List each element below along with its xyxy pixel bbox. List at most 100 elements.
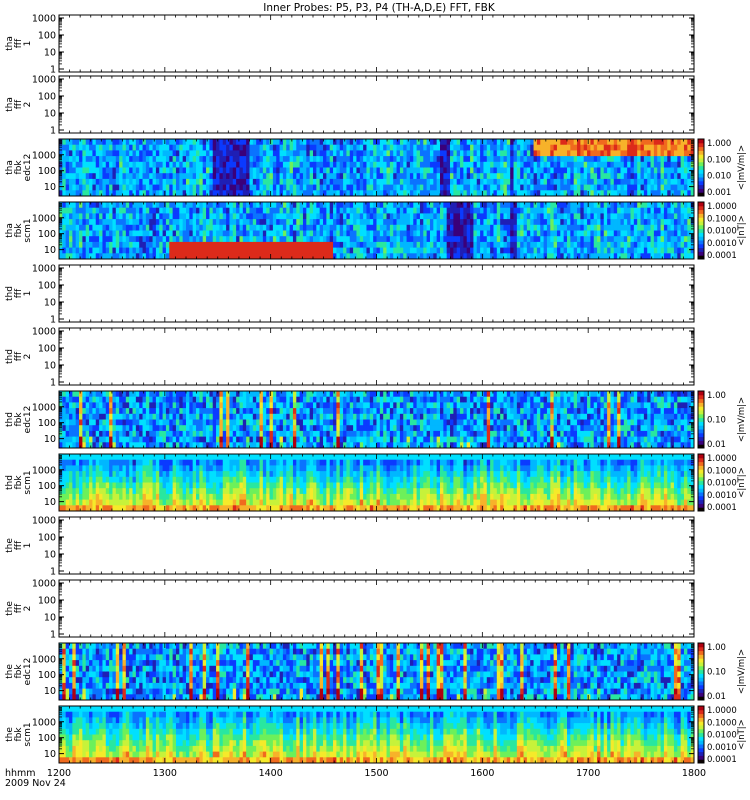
heatmap-cell	[149, 224, 153, 231]
heatmap-cell	[65, 230, 70, 237]
colorbar-swatch	[698, 236, 704, 241]
heatmap-cell	[336, 247, 341, 254]
heatmap-cell	[236, 139, 240, 146]
heatmap-cell	[473, 253, 478, 260]
heatmap-cell	[353, 247, 357, 254]
heatmap-cell	[389, 178, 394, 185]
heatmap-cell	[92, 144, 97, 151]
heatmap-cell	[309, 161, 314, 168]
heatmap-cell	[252, 236, 257, 243]
y-tick-label: 1000	[32, 14, 56, 25]
heatmap-cell	[637, 184, 641, 191]
heatmap-cell	[219, 230, 224, 237]
heatmap-cell	[115, 224, 120, 231]
heatmap-cell	[239, 139, 244, 146]
heatmap-cell	[89, 207, 93, 214]
heatmap-cell	[486, 202, 491, 209]
heatmap-cell	[630, 247, 635, 254]
heatmap-cell	[456, 144, 461, 151]
heatmap-cell	[62, 156, 67, 163]
heatmap-cell	[667, 178, 671, 185]
heatmap-cell	[530, 230, 534, 237]
y-tick-label: 10	[44, 245, 56, 256]
heatmap-cell	[663, 178, 668, 185]
heatmap-cell	[677, 253, 682, 260]
heatmap-cell	[192, 139, 197, 146]
heatmap-cell	[323, 190, 327, 197]
heatmap-cell	[590, 207, 595, 214]
colorbar-swatch	[698, 240, 704, 245]
heatmap-cell	[145, 230, 150, 237]
heatmap-cell	[419, 161, 424, 168]
heatmap-cell	[343, 156, 347, 163]
heatmap-cell	[603, 190, 608, 197]
heatmap-cell	[329, 190, 334, 197]
heatmap-cell	[453, 190, 458, 197]
heatmap-cell	[85, 156, 90, 163]
heatmap-cell	[339, 190, 344, 197]
heatmap-cell	[189, 236, 194, 243]
heatmap-cell	[546, 150, 551, 157]
heatmap-cell	[85, 139, 90, 146]
heatmap-cell	[159, 241, 163, 248]
heatmap-cell	[353, 156, 357, 163]
heatmap-cell	[105, 253, 110, 260]
heatmap-cell	[443, 139, 448, 146]
heatmap-cell	[503, 224, 508, 231]
x-ticks-tha_fff_2	[58, 76, 695, 133]
heatmap-cell	[356, 253, 361, 260]
heatmap-cell	[326, 144, 331, 151]
heatmap-cell	[115, 144, 120, 151]
heatmap-cell	[222, 150, 227, 157]
heatmap-cell	[623, 173, 628, 180]
heatmap-cell	[122, 253, 127, 260]
heatmap-cell	[92, 173, 97, 180]
heatmap-cell	[239, 202, 244, 209]
heatmap-cell	[306, 213, 311, 220]
heatmap-cell	[105, 219, 110, 226]
heatmap-cell	[513, 144, 518, 151]
heatmap-cell	[296, 213, 301, 220]
heatmap-cell	[59, 224, 63, 231]
heatmap-cell	[386, 202, 391, 209]
heatmap-cell	[186, 224, 190, 231]
heatmap-cell	[603, 167, 608, 174]
heatmap-cell	[256, 139, 260, 146]
heatmap-cell	[640, 219, 645, 226]
heatmap-cell	[232, 202, 237, 209]
heatmap-cell	[450, 219, 454, 226]
heatmap-cell	[556, 178, 561, 185]
heatmap-cell	[212, 144, 217, 151]
heatmap-cell	[333, 202, 337, 209]
heatmap-cell	[323, 247, 327, 254]
heatmap-cell	[282, 241, 287, 248]
heatmap-cell	[486, 139, 491, 146]
heatmap-cell	[62, 425, 67, 432]
heatmap-cell	[299, 207, 304, 214]
heatmap-cell	[503, 184, 508, 191]
heatmap-cell	[202, 241, 207, 248]
heatmap-cell	[403, 144, 407, 151]
heatmap-cell	[242, 173, 247, 180]
heatmap-cell	[222, 184, 227, 191]
heatmap-cell	[206, 150, 210, 157]
heatmap-cell	[627, 156, 631, 163]
heatmap-cell	[122, 178, 127, 185]
heatmap-cell	[199, 236, 204, 243]
heatmap-cell	[493, 224, 498, 231]
heatmap-cell	[92, 219, 97, 226]
heatmap-cell	[690, 150, 695, 157]
heatmap-cell	[423, 247, 428, 254]
heatmap-cell	[112, 178, 117, 185]
heatmap-cell	[630, 139, 635, 146]
heatmap-cell	[490, 202, 494, 209]
heatmap-cell	[129, 202, 133, 209]
heatmap-cell	[376, 230, 381, 237]
heatmap-cell	[490, 224, 494, 231]
heatmap-cell	[530, 184, 534, 191]
colorbar-swatch	[698, 213, 704, 218]
heatmap-cell	[466, 253, 471, 260]
heatmap-cell	[212, 230, 217, 237]
heatmap-cell	[563, 247, 568, 254]
heatmap-cell	[189, 224, 194, 231]
